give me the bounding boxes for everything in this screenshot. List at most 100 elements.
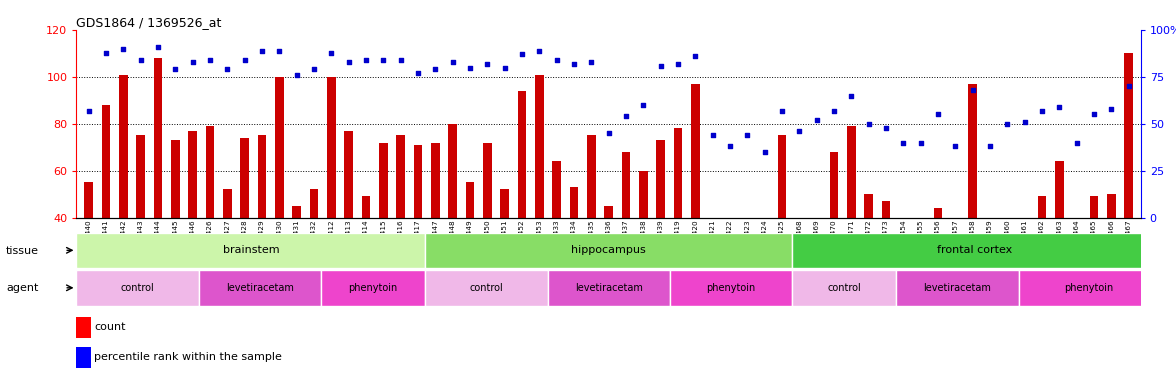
Point <box>946 143 964 149</box>
Point <box>686 53 704 59</box>
Point <box>477 61 496 67</box>
Bar <box>1018 270 1158 306</box>
Text: tissue: tissue <box>6 246 39 255</box>
Point <box>824 108 843 114</box>
Point <box>582 59 601 65</box>
Point <box>703 132 722 138</box>
Text: control: control <box>827 283 861 293</box>
Bar <box>321 270 426 306</box>
Text: frontal cortex: frontal cortex <box>937 245 1013 255</box>
Point <box>1050 104 1069 110</box>
Point <box>1067 140 1085 146</box>
Point <box>721 143 740 149</box>
Text: count: count <box>94 322 126 332</box>
Point <box>339 59 358 65</box>
Point <box>269 48 288 54</box>
Text: percentile rank within the sample: percentile rank within the sample <box>94 352 282 362</box>
Point <box>807 117 826 123</box>
Point <box>616 113 635 119</box>
Bar <box>1037 196 1047 217</box>
Point <box>408 70 427 76</box>
Point <box>200 57 219 63</box>
Bar <box>674 128 682 217</box>
Text: phenytoin: phenytoin <box>706 283 755 293</box>
Point <box>253 48 272 54</box>
Point <box>790 128 809 134</box>
Point <box>235 57 254 63</box>
Point <box>773 108 791 114</box>
Bar <box>622 152 630 217</box>
Bar <box>136 135 145 218</box>
Point <box>755 149 774 155</box>
Bar <box>426 270 548 306</box>
Bar <box>691 84 700 218</box>
Bar <box>656 140 664 218</box>
Text: agent: agent <box>6 283 39 293</box>
Bar <box>188 131 196 218</box>
Text: brainstem: brainstem <box>222 245 279 255</box>
Point <box>374 57 393 63</box>
Bar <box>829 152 838 217</box>
Bar <box>882 201 890 217</box>
Bar <box>791 232 1158 268</box>
Point <box>322 50 341 55</box>
Text: levetiracetam: levetiracetam <box>575 283 642 293</box>
Bar <box>847 126 856 218</box>
Point <box>599 130 617 136</box>
Bar <box>1107 194 1116 217</box>
Bar <box>101 105 111 218</box>
Point <box>1102 106 1121 112</box>
Text: phenytoin: phenytoin <box>1064 283 1112 293</box>
Point <box>114 46 133 52</box>
Bar <box>223 189 232 217</box>
Point <box>96 50 115 55</box>
Point <box>842 93 861 99</box>
Text: GDS1864 / 1369526_at: GDS1864 / 1369526_at <box>76 16 222 29</box>
Point <box>132 57 151 63</box>
Point <box>737 132 756 138</box>
Bar <box>569 187 579 218</box>
Point <box>876 124 895 130</box>
Text: control: control <box>469 283 503 293</box>
Bar <box>76 232 426 268</box>
Bar <box>500 189 509 217</box>
Bar <box>517 91 526 218</box>
Point <box>305 66 323 72</box>
Point <box>929 111 948 117</box>
Bar <box>119 75 127 217</box>
Bar <box>548 270 669 306</box>
Bar <box>553 161 561 218</box>
Bar <box>1090 196 1098 217</box>
Bar <box>426 232 791 268</box>
Point <box>183 59 202 65</box>
Bar <box>483 142 492 218</box>
Point <box>166 66 185 72</box>
Bar <box>896 270 1018 306</box>
Bar <box>85 182 93 218</box>
Bar <box>1055 161 1063 218</box>
Point <box>634 102 653 108</box>
Bar <box>345 131 353 218</box>
Bar <box>275 77 283 218</box>
Bar <box>327 77 335 218</box>
Bar <box>669 270 791 306</box>
Bar <box>76 270 199 306</box>
Point <box>1033 108 1051 114</box>
Bar <box>171 140 180 218</box>
Point <box>668 61 687 67</box>
Point <box>218 66 236 72</box>
Point <box>894 140 913 146</box>
Point <box>547 57 566 63</box>
Point <box>148 44 167 50</box>
Bar <box>206 126 214 218</box>
Bar <box>240 138 249 218</box>
Text: levetiracetam: levetiracetam <box>923 283 991 293</box>
Bar <box>293 206 301 218</box>
Bar <box>968 84 977 218</box>
Point <box>287 72 306 78</box>
Point <box>530 48 549 54</box>
Point <box>461 64 480 70</box>
Point <box>564 61 583 67</box>
Bar <box>791 270 896 306</box>
Bar <box>258 135 266 218</box>
